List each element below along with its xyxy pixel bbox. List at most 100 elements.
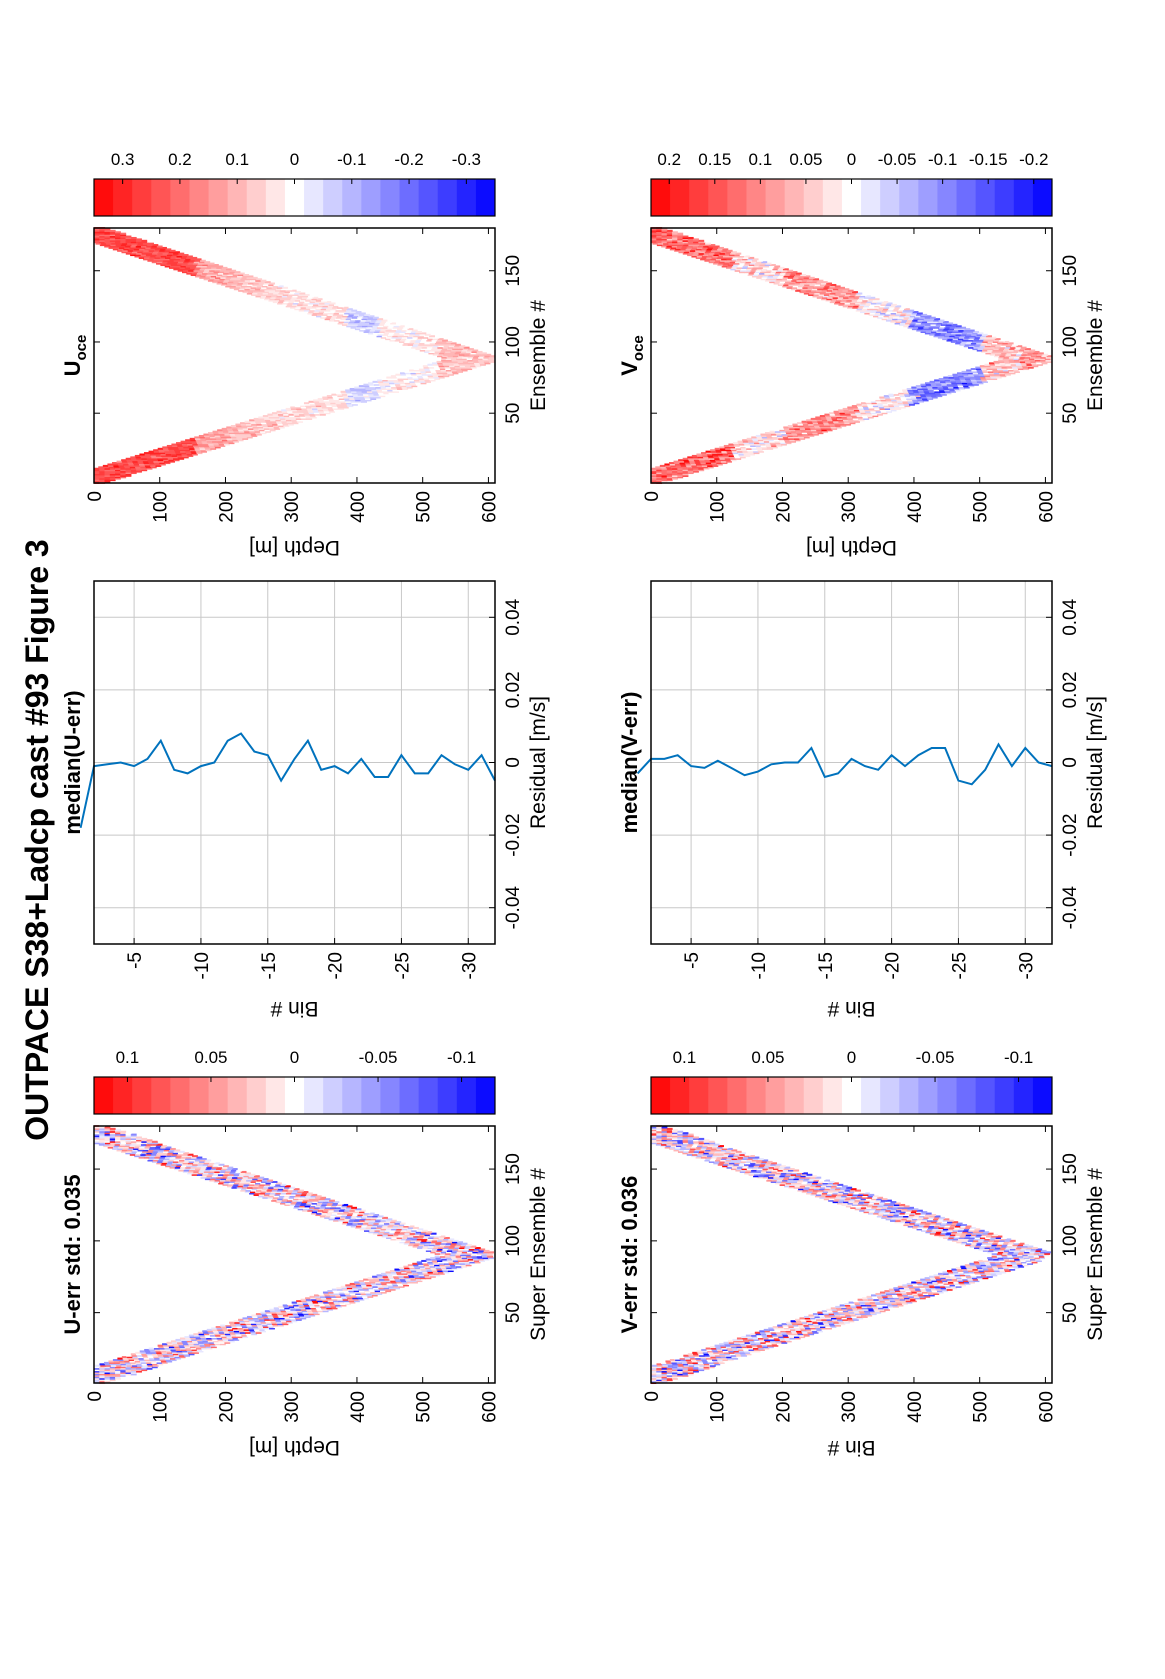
heat-cell [130,1353,137,1356]
x-tick-label: 100 [503,1225,524,1257]
heat-cell [108,1360,115,1363]
heat-cell [144,1348,151,1351]
colorbar-swatch [151,1077,171,1114]
heatmap-cells [94,1124,494,1385]
x-axis-label: Ensemble # [527,300,550,411]
heat-cell [115,1129,121,1132]
title-subscript: oce [73,335,90,361]
heat-cell [103,1361,110,1364]
y-tick-label: 200 [216,491,237,523]
colorbar-swatch [323,1077,343,1114]
panel-title: Uoce [60,335,90,377]
heat-cell [148,242,154,245]
y-tick-label: 0 [85,1391,106,1402]
colorbar-swatch [170,1077,190,1114]
colorbar-tick-label: 0.1 [116,1048,140,1067]
y-tick-label: 400 [348,491,369,523]
colorbar-swatch [437,179,458,216]
x-tick-label: 100 [503,326,524,358]
colorbar-swatch [418,179,439,216]
x-tick-label: 0 [503,757,524,768]
heat-cell [224,1323,231,1326]
colorbar-swatch [113,1077,133,1114]
colorbar-swatch [132,1077,152,1114]
heat-cell [153,1346,159,1349]
colorbar-swatch [246,1077,267,1114]
colorbar-tick-label: 0.3 [111,150,135,169]
colorbar-swatch [361,1077,381,1114]
x-tick-label: 50 [503,1302,524,1323]
heat-cell [202,1330,209,1333]
x-tick-label: -0.04 [503,886,524,930]
heat-cell [184,1336,191,1339]
colorbar-swatch [399,1077,420,1114]
colorbar-swatch [456,1077,477,1114]
y-axis-label: Depth [m] [249,1436,340,1459]
x-tick-label: -0.02 [503,813,524,856]
x-tick-label: 0.02 [503,671,524,708]
heat-cell [238,1318,244,1321]
heat-cell [121,1356,128,1359]
colorbar-swatch [132,179,152,216]
colorbar-swatch [208,179,229,216]
heat-cell [130,236,137,239]
y-tick-label: -5 [125,952,146,969]
heat-cell [109,1127,116,1130]
heat-cell [215,1325,222,1329]
panel-title: median(U-err) [60,690,85,834]
y-tick-label: 400 [348,1391,369,1423]
heat-cell [120,232,127,235]
heat-cell [141,1137,148,1140]
heat-cell [139,1350,146,1353]
y-tick-label: -20 [326,952,347,979]
heat-cell [125,235,132,238]
colorbar-swatch [170,179,190,216]
colorbar-swatch [265,179,286,216]
y-tick-label: 200 [216,1391,237,1423]
colorbar-swatch [304,1077,324,1114]
heat-cell [109,229,116,232]
colorbar-swatch [284,179,305,216]
colorbar-tick-label: 0 [290,150,299,169]
y-tick-label: 300 [282,491,303,523]
heat-cell [95,1364,101,1367]
y-tick-label: 0 [85,491,106,502]
colorbar-swatch [342,1077,362,1114]
heat-cell [211,1327,218,1330]
heat-cell [157,1344,164,1347]
colorbar-tick-label: -0.3 [452,150,481,169]
colorbar-swatch [189,1077,210,1114]
heat-cell [120,1130,127,1133]
y-tick-label: -25 [392,952,413,979]
colorbar-swatch [246,179,267,216]
heat-cell [117,1357,124,1360]
x-axis-label: Residual [m/s] [527,696,550,829]
heat-cell [166,1341,173,1344]
colorbar-tick-label: 0.2 [168,150,192,169]
heat-cell [171,1340,177,1343]
heat-cell [141,239,148,242]
y-tick-label: 500 [414,491,435,523]
heat-cell [188,1334,195,1337]
heat-cell [125,1132,132,1135]
colorbar-swatch [227,1077,248,1114]
colorbar-tick-label: -0.2 [394,150,423,169]
colorbar-swatch [418,1077,439,1114]
heat-cell [251,1314,258,1317]
colorbar-swatch [456,179,477,216]
colorbar-swatch [380,1077,401,1114]
panel-title: U-err std: 0.035 [60,1174,85,1334]
colorbar-swatch [475,179,496,216]
y-tick-label: 300 [282,1391,303,1423]
heat-cell [130,1133,137,1136]
colorbar-swatch [380,179,401,216]
y-tick-label: -30 [459,952,480,979]
colorbar-swatch [342,179,362,216]
colorbar-tick-label: -0.1 [337,150,366,169]
figure-title: OUTPACE S38+Ladcp cast #93 Figure 3 [19,539,55,1140]
colorbar-tick-label: -0.1 [447,1048,476,1067]
heat-cell [179,1337,186,1340]
